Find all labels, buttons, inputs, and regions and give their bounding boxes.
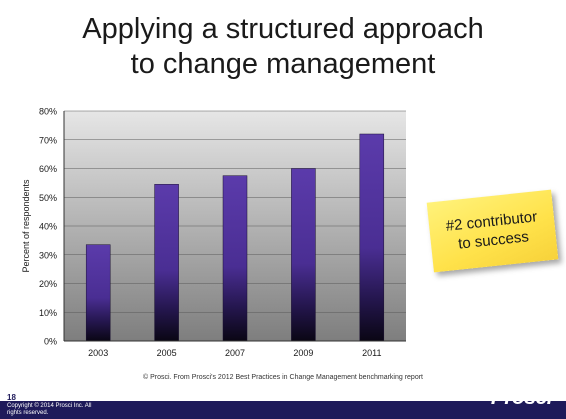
callout-sticky-note: #2 contributor to success: [426, 189, 559, 273]
bar: [85, 244, 111, 342]
y-tick-label: 10%: [39, 308, 57, 318]
copyright-text: Copyright © 2014 Prosci Inc. All rights …: [7, 403, 92, 416]
y-tick-label: 70%: [39, 135, 57, 145]
slide-title-line-1: Applying a structured approach: [82, 13, 484, 45]
y-axis-label: Percent of respondents: [21, 179, 31, 273]
slide-title: Applying a structured approach to change…: [0, 12, 566, 82]
y-tick-label: 30%: [39, 250, 57, 260]
x-tick-label: 2005: [157, 348, 177, 358]
y-tick-label: 40%: [39, 222, 57, 232]
page-number: 18: [7, 393, 16, 402]
y-tick-label: 60%: [39, 164, 57, 174]
y-tick-label: 50%: [39, 193, 57, 203]
x-tick-label: 2011: [362, 348, 381, 358]
x-tick-label: 2009: [293, 348, 313, 358]
logo-text: Prosci: [490, 386, 553, 409]
x-tick-label: 2007: [225, 348, 245, 358]
y-tick-label: 80%: [39, 107, 57, 117]
registered-mark: ®: [552, 386, 556, 392]
bar: [291, 168, 316, 342]
bar: [359, 133, 385, 342]
source-note: © Prosci. From Prosci's 2012 Best Practi…: [142, 374, 423, 381]
y-tick-label: 0%: [44, 337, 57, 347]
footer-bar: [0, 401, 566, 419]
bar: [222, 175, 248, 342]
x-tick-label: 2003: [88, 348, 108, 358]
prosci-logo: Prosci®: [490, 386, 557, 410]
bar: [154, 184, 179, 342]
slide-title-line-2: to change management: [130, 48, 436, 80]
y-tick-label: 20%: [39, 279, 57, 289]
